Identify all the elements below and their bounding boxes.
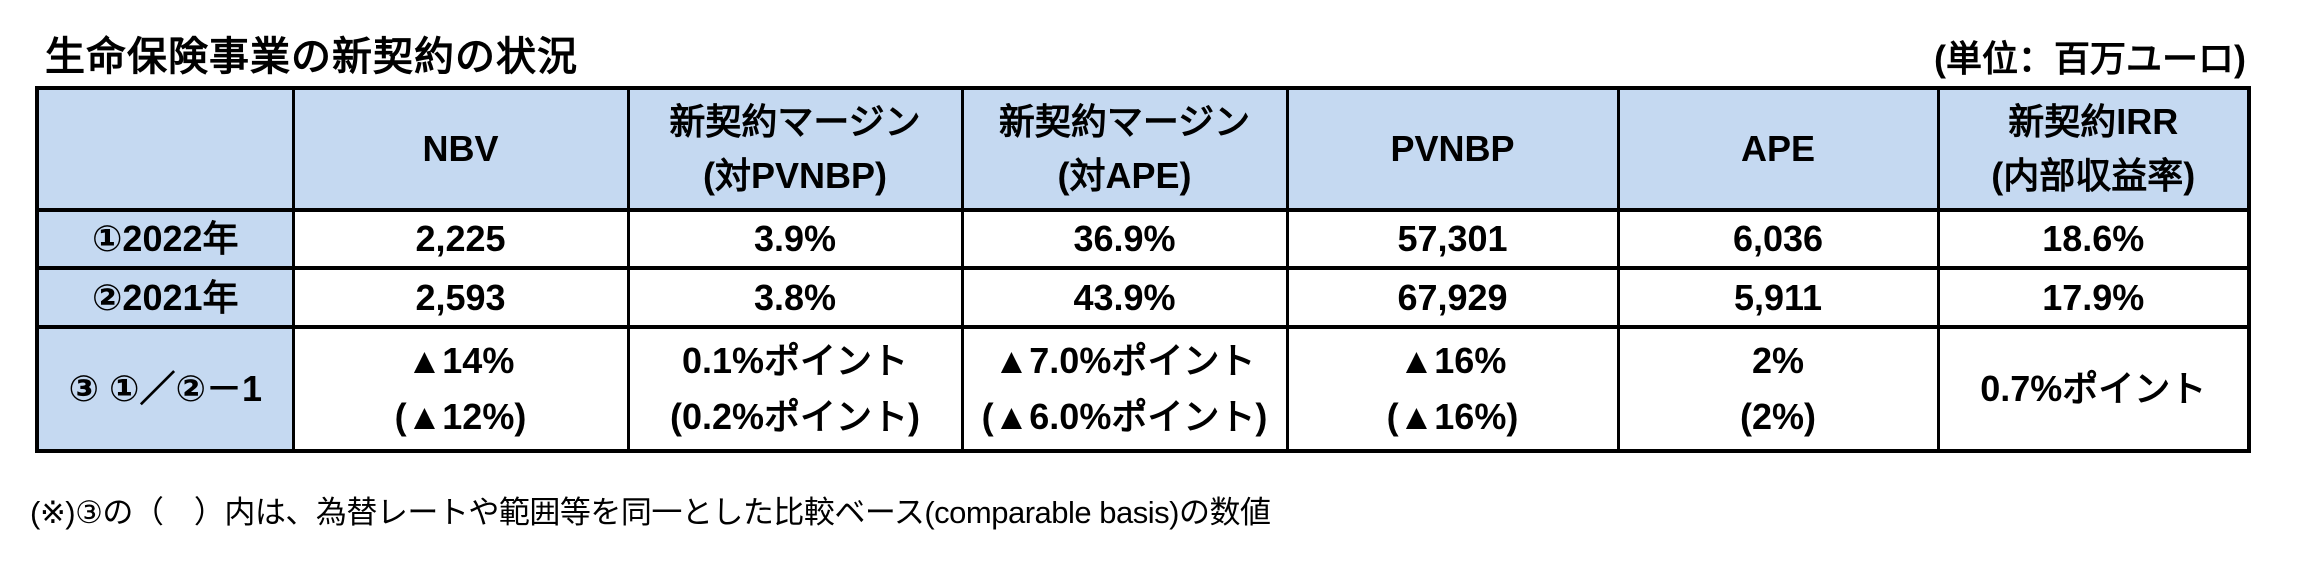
cell-2021-nbv: 2,593 (291, 266, 630, 329)
table-row-2022: ①2022年 2,225 3.9% 36.9% 57,301 6,036 18.… (35, 208, 2251, 270)
cell-change-irr: 0.7%ポイント (1936, 325, 2251, 453)
unit-note: (単位：百万ユーロ) (1934, 38, 2246, 79)
cell-2022-pvnbp: 57,301 (1285, 208, 1620, 270)
header-pvnbp: PVNBP (1285, 86, 1620, 212)
row-label-2021: ②2021年 (35, 266, 295, 329)
cell-change-margin-ape: ▲7.0%ポイント (▲6.0%ポイント) (960, 325, 1289, 453)
cell-change-ape: 2% (2%) (1616, 325, 1940, 453)
cell-change-nbv: ▲14% (▲12%) (291, 325, 630, 453)
cell-2021-pvnbp: 67,929 (1285, 266, 1620, 329)
cell-2021-ape: 5,911 (1616, 266, 1940, 329)
cell-2022-margin-ape: 36.9% (960, 208, 1289, 270)
cell-2021-irr: 17.9% (1936, 266, 2251, 329)
header-ape: APE (1616, 86, 1940, 212)
cell-2022-irr: 18.6% (1936, 208, 2251, 270)
table-row-2021: ②2021年 2,593 3.8% 43.9% 67,929 5,911 17.… (35, 266, 2251, 329)
cell-2022-nbv: 2,225 (291, 208, 630, 270)
new-business-table: NBV 新契約マージン (対PVNBP) 新契約マージン (対APE) PVNB… (35, 86, 2251, 453)
header-irr: 新契約IRR (内部収益率) (1936, 86, 2251, 212)
row-label-change: ③ ①／②－1 (35, 325, 295, 453)
header-margin-pvnbp: 新契約マージン (対PVNBP) (626, 86, 964, 212)
header-row: NBV 新契約マージン (対PVNBP) 新契約マージン (対APE) PVNB… (35, 86, 2251, 212)
cell-2022-margin-pvnbp: 3.9% (626, 208, 964, 270)
cell-change-margin-pvnbp: 0.1%ポイント (0.2%ポイント) (626, 325, 964, 453)
row-label-2022: ①2022年 (35, 208, 295, 270)
cell-2021-margin-ape: 43.9% (960, 266, 1289, 329)
cell-change-pvnbp: ▲16% (▲16%) (1285, 325, 1620, 453)
header-nbv: NBV (291, 86, 630, 212)
header-margin-ape: 新契約マージン (対APE) (960, 86, 1289, 212)
cell-2022-ape: 6,036 (1616, 208, 1940, 270)
footnote: (※)③の（ ）内は、為替レートや範囲等を同一とした比較ベース(comparab… (30, 495, 1271, 530)
header-blank (35, 86, 295, 212)
cell-2021-margin-pvnbp: 3.8% (626, 266, 964, 329)
table-row-change: ③ ①／②－1 ▲14% (▲12%) 0.1%ポイント (0.2%ポイント) … (35, 325, 2251, 453)
page-title: 生命保険事業の新契約の状況 (43, 24, 636, 91)
